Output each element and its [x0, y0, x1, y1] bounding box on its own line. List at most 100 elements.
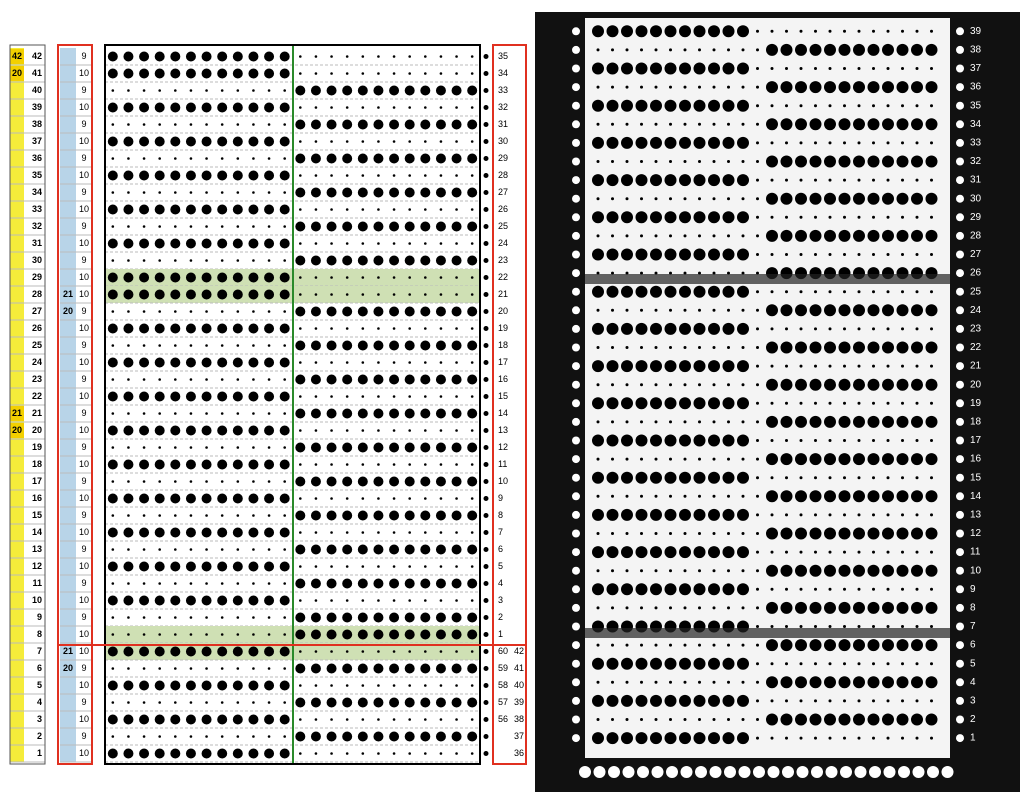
punch — [377, 208, 380, 211]
photo-punch — [886, 67, 890, 70]
punch — [439, 429, 443, 432]
photo-punch — [712, 48, 716, 52]
punch — [185, 680, 196, 691]
photo-punch — [698, 271, 701, 275]
photo-punch — [640, 383, 643, 387]
punch — [264, 51, 275, 62]
photo-edge-dot — [956, 548, 964, 557]
photo-punch — [693, 508, 706, 521]
photo-punch — [795, 341, 807, 354]
photo-punch — [741, 718, 745, 721]
photo-edge-dot — [956, 27, 964, 36]
photo-punch — [853, 192, 865, 205]
photo-edge-dot — [572, 231, 580, 240]
photo-punch — [650, 657, 662, 670]
punch — [127, 446, 130, 449]
photo-punch — [915, 327, 919, 331]
photo-punch — [867, 527, 880, 540]
photo-punch — [853, 155, 865, 168]
punch — [154, 102, 165, 113]
edge-dot — [483, 496, 489, 501]
punch — [470, 497, 474, 500]
photo-punch — [596, 494, 600, 498]
photo-card-number: 26 — [970, 268, 982, 279]
photo-punch — [911, 81, 923, 94]
photo-punch — [722, 657, 735, 670]
edge-dot — [483, 309, 489, 314]
punch — [357, 612, 368, 623]
photo-punch — [766, 81, 778, 94]
photo-punch — [683, 122, 687, 126]
photo-punch — [756, 439, 759, 442]
photo-card-number: 34 — [970, 119, 982, 130]
photo-punch — [843, 215, 846, 219]
row-label: 37 — [32, 136, 42, 146]
punch — [342, 255, 353, 266]
photo-bottom-hole — [869, 766, 881, 778]
photo-punch — [741, 383, 745, 387]
photo-punch — [925, 118, 938, 131]
mark-label: 20 — [12, 68, 22, 78]
edge-dot — [483, 343, 489, 348]
photo-punch — [640, 271, 643, 275]
photo-card-number: 22 — [970, 342, 982, 353]
photo-punch — [640, 680, 643, 684]
punch — [283, 89, 286, 92]
photo-punch — [824, 341, 836, 354]
photo-punch — [867, 453, 880, 466]
photo-edge-dot — [956, 213, 964, 222]
photo-bottom-hole — [912, 766, 925, 778]
photo-punch — [611, 48, 614, 52]
punch — [470, 106, 474, 109]
punch — [345, 565, 349, 568]
punch — [373, 255, 384, 266]
photo-punch — [693, 360, 706, 373]
photo-bottom-hole — [637, 766, 649, 778]
punch — [439, 327, 443, 330]
punch — [170, 102, 181, 113]
photo-punch — [925, 81, 938, 94]
punch — [189, 259, 193, 262]
photo-punch — [669, 457, 672, 461]
card-label-2: 36 — [514, 748, 524, 758]
photo-punch — [611, 234, 614, 238]
punch — [205, 480, 208, 483]
photo-punch — [708, 471, 720, 484]
punch — [220, 667, 224, 670]
punch — [357, 306, 368, 317]
photo-punch — [693, 136, 706, 149]
punch — [420, 153, 431, 164]
punch — [139, 646, 150, 657]
punch — [420, 408, 431, 419]
punch — [185, 51, 196, 62]
photo-punch — [737, 471, 749, 484]
photo-edge-dot — [572, 83, 580, 92]
photo-punch — [621, 360, 633, 373]
punch — [455, 531, 458, 534]
punch — [252, 344, 255, 347]
photo-punch — [712, 643, 716, 647]
punch — [220, 616, 224, 619]
punch — [439, 293, 443, 296]
photo-punch — [737, 694, 749, 707]
photo-punch — [635, 657, 648, 670]
photo-punch — [650, 322, 662, 335]
punch — [185, 272, 196, 283]
punch — [310, 85, 321, 96]
photo-punch — [911, 415, 923, 428]
punch — [283, 446, 286, 449]
punch — [330, 361, 333, 364]
photo-punch — [843, 439, 846, 442]
photo-punch — [770, 625, 774, 628]
photo-punch — [611, 718, 614, 721]
edge-dot — [483, 700, 489, 705]
count-label: 9 — [81, 578, 86, 588]
punch — [123, 714, 134, 725]
photo-punch — [853, 118, 865, 131]
punch — [389, 476, 400, 487]
photo-punch — [814, 290, 817, 294]
punch — [310, 510, 321, 521]
punch — [232, 646, 243, 657]
punch — [424, 293, 427, 296]
photo-punch — [756, 253, 759, 256]
